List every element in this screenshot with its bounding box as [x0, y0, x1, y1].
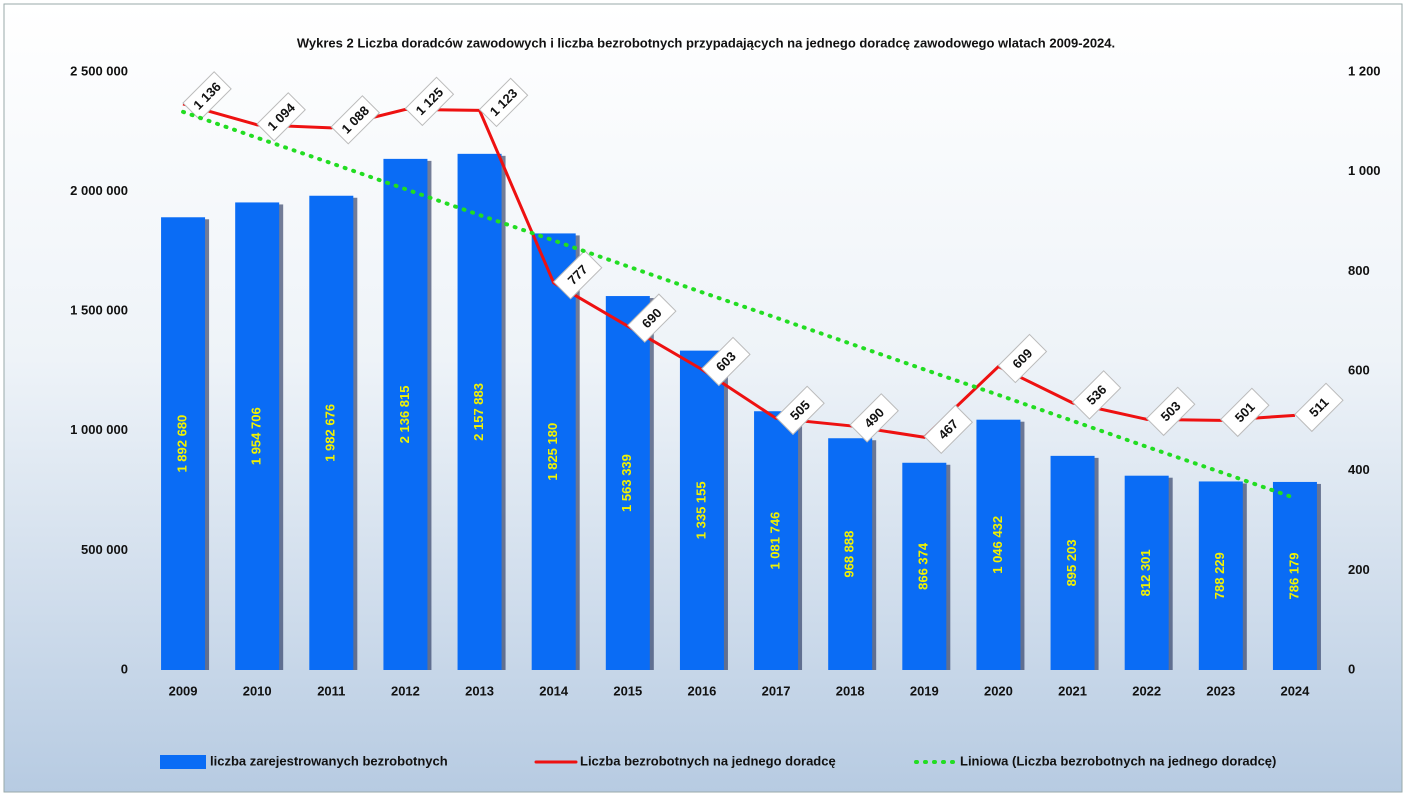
bar-value-label: 1 825 180	[545, 423, 560, 481]
x-tick-label: 2012	[391, 683, 420, 698]
x-tick-label: 2013	[465, 683, 494, 698]
legend-label: Liczba bezrobotnych na jednego doradcę	[580, 753, 836, 768]
bar-value-label: 866 374	[916, 542, 931, 590]
line-value-label-box: 603	[701, 336, 751, 387]
line-value-label-box: 467	[923, 404, 974, 455]
bar-value-label: 1 954 706	[249, 407, 264, 465]
bar-value-label: 1 982 676	[323, 404, 338, 462]
bar	[1124, 475, 1169, 670]
line-value-label-box: 609	[997, 333, 1048, 384]
x-tick-label: 2023	[1206, 683, 1235, 698]
legend-swatch	[160, 755, 206, 769]
label-box	[775, 385, 825, 436]
bar	[976, 419, 1021, 670]
label-box	[256, 92, 306, 142]
y2-tick-label: 1 200	[1348, 63, 1381, 78]
bar-value-label: 1 046 432	[990, 516, 1005, 574]
x-tick-label: 2015	[613, 683, 642, 698]
x-tick-label: 2022	[1132, 683, 1161, 698]
y2-tick-label: 0	[1348, 661, 1355, 676]
line-value-label-box: 490	[849, 393, 899, 443]
legend-label: liczba zarejestrowanych bezrobotnych	[210, 753, 448, 768]
bar-value-label: 1 081 746	[768, 512, 783, 570]
label-box	[849, 393, 899, 443]
label-box	[1294, 382, 1344, 433]
bar-value-label: 968 888	[842, 531, 857, 578]
x-tick-label: 2009	[169, 683, 198, 698]
label-box	[478, 77, 529, 128]
label-box	[923, 404, 974, 455]
bar	[383, 158, 428, 671]
bar	[1272, 481, 1317, 670]
label-box	[404, 76, 455, 127]
bar	[754, 411, 799, 670]
bar-value-label: 812 301	[1138, 549, 1153, 596]
bar	[902, 462, 947, 670]
y2-tick-label: 800	[1348, 263, 1370, 278]
x-tick-label: 2017	[762, 683, 791, 698]
bar-value-label: 1 563 339	[619, 454, 634, 512]
bar	[309, 195, 354, 670]
x-tick-label: 2014	[539, 683, 569, 698]
label-box	[1145, 386, 1196, 437]
chart-title: Wykres 2 Liczba doradców zawodowych i li…	[297, 35, 1115, 50]
x-tick-label: 2016	[687, 683, 716, 698]
bar-value-label: 786 179	[1286, 552, 1301, 599]
bar	[1198, 481, 1243, 670]
bar	[1050, 455, 1095, 670]
bar-value-label: 895 203	[1064, 539, 1079, 586]
x-tick-label: 2010	[243, 683, 272, 698]
y2-tick-label: 200	[1348, 562, 1370, 577]
line-value-label-box: 505	[775, 385, 825, 436]
y-tick-label: 1 000 000	[70, 422, 128, 437]
x-tick-label: 2024	[1280, 683, 1310, 698]
label-box	[701, 336, 751, 387]
bar-value-label: 2 136 815	[397, 386, 412, 444]
bar	[828, 438, 873, 670]
bar-value-label: 2 157 883	[471, 383, 486, 441]
x-tick-label: 2020	[984, 683, 1013, 698]
label-box	[627, 293, 677, 343]
legend-label: Liniowa (Liczba bezrobotnych na jednego …	[960, 753, 1276, 768]
y-tick-label: 2 000 000	[70, 183, 128, 198]
bar	[605, 296, 650, 670]
bar-value-label: 1 335 155	[693, 481, 708, 539]
bar	[161, 217, 206, 671]
x-tick-label: 2018	[836, 683, 865, 698]
bar	[457, 153, 502, 671]
x-tick-label: 2019	[910, 683, 939, 698]
label-box	[552, 250, 603, 300]
x-tick-label: 2011	[317, 683, 345, 698]
bar-value-label: 1 892 680	[175, 415, 190, 473]
x-tick-label: 2021	[1058, 683, 1087, 698]
label-box	[1220, 387, 1270, 438]
label-box	[1071, 370, 1122, 420]
trend-line	[181, 109, 1297, 501]
label-box	[997, 333, 1048, 384]
line-value-label-box: 503	[1145, 386, 1196, 437]
line-value-label-box: 777	[552, 250, 603, 300]
y-tick-label: 0	[121, 661, 128, 676]
line-value-label-box: 690	[627, 293, 677, 343]
bar	[235, 202, 280, 670]
y-tick-label: 1 500 000	[70, 303, 128, 318]
line-value-label-box: 536	[1071, 370, 1122, 420]
line-value-label-box: 511	[1294, 382, 1344, 433]
y2-tick-label: 600	[1348, 362, 1370, 377]
y2-tick-label: 1 000	[1348, 163, 1381, 178]
label-box	[182, 71, 232, 121]
bar	[679, 350, 724, 670]
bar	[531, 233, 576, 671]
label-box	[330, 95, 381, 145]
y-tick-label: 500 000	[81, 542, 128, 557]
line-value-label-box: 501	[1220, 387, 1270, 438]
bar-value-label: 788 229	[1212, 552, 1227, 599]
y2-tick-label: 400	[1348, 462, 1370, 477]
y-tick-label: 2 500 000	[70, 63, 128, 78]
